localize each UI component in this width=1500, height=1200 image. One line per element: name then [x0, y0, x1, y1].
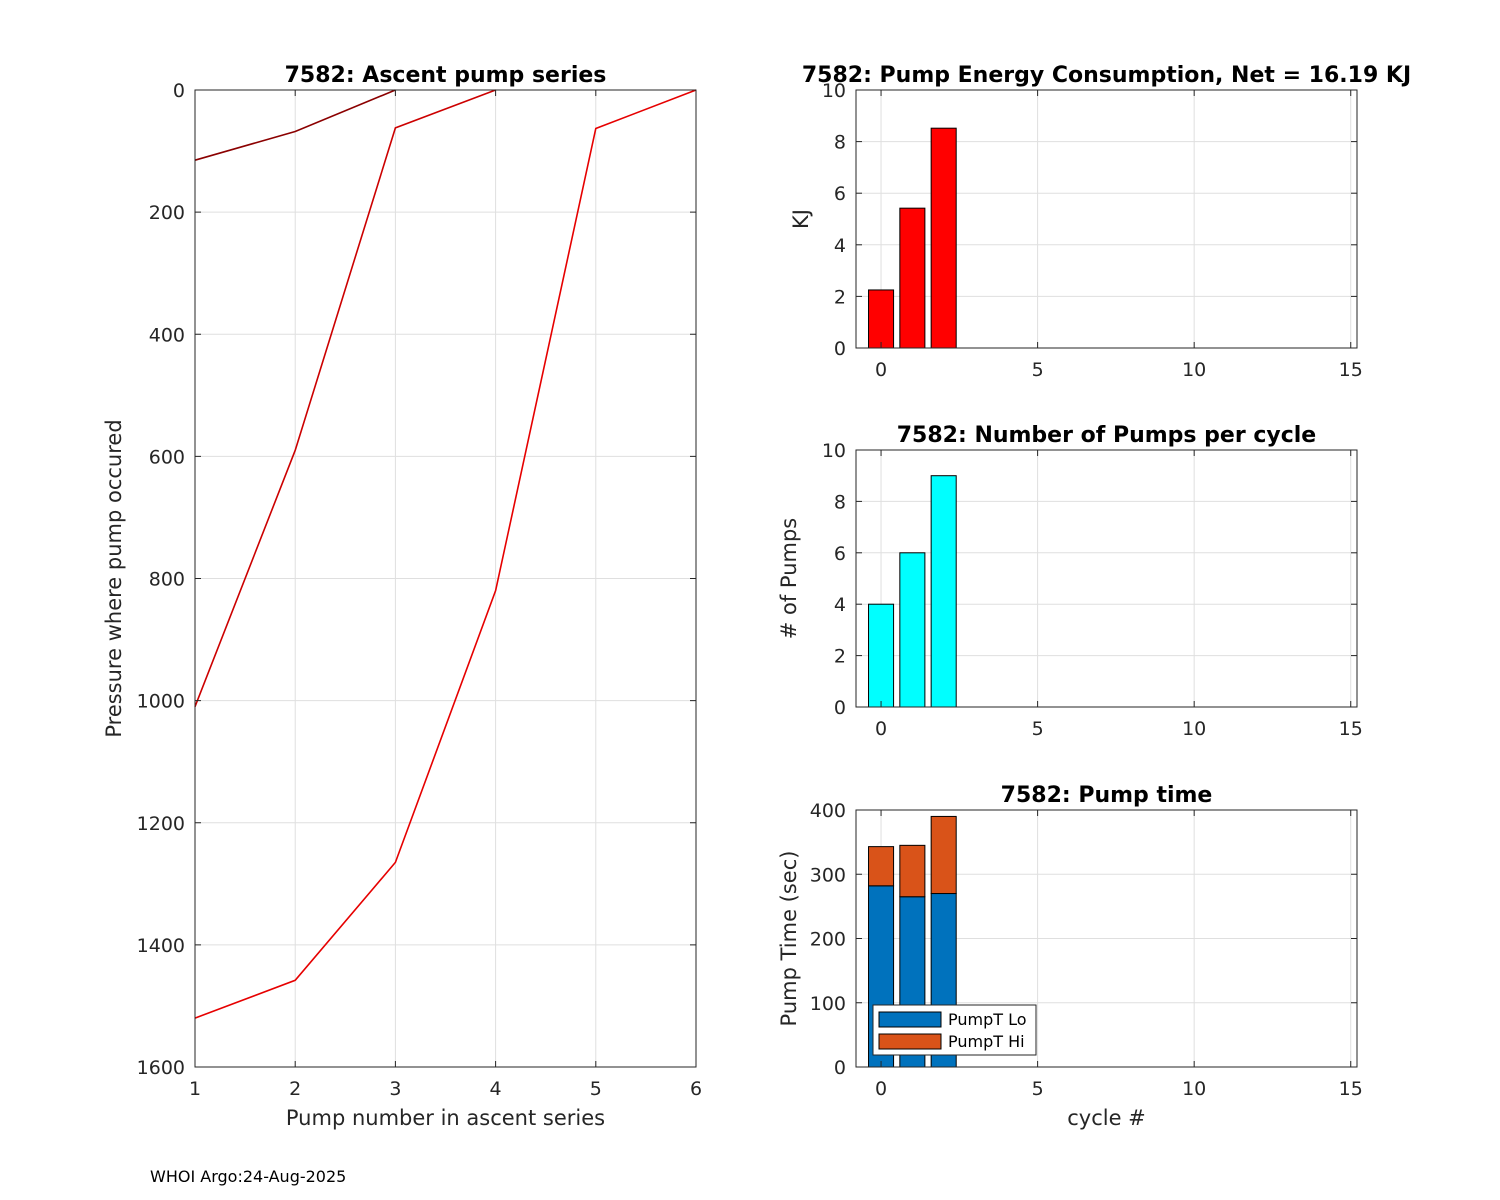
chart-3-title: 7582: Pump time: [1001, 783, 1213, 808]
chart-0-y-tick-label-7: 1400: [137, 935, 185, 957]
chart-3-x-tick-label-2: 10: [1182, 1078, 1206, 1100]
chart-0-y-axis-label: Pressure where pump occured: [102, 419, 126, 737]
chart-3-legend-label-0: PumpT Lo: [948, 1010, 1027, 1029]
chart-0-x-tick-label-5: 6: [690, 1078, 702, 1100]
chart-3-legend-swatch-1: [878, 1033, 942, 1050]
chart-0-x-tick-label-0: 1: [189, 1078, 201, 1100]
chart-0-y-tick-label-3: 600: [149, 446, 185, 468]
chart-0-y-tick-label-1: 200: [149, 202, 185, 224]
chart-3-y-tick-label-0: 0: [834, 1057, 846, 1079]
chart-2-x-tick-label-2: 10: [1182, 718, 1206, 740]
chart-2-x-tick-label-3: 15: [1339, 718, 1363, 740]
chart-3-y-tick-label-4: 400: [810, 800, 846, 822]
chart-1-x-tick-label-3: 15: [1339, 359, 1363, 381]
chart-0-x-tick-label-3: 4: [490, 1078, 502, 1100]
chart-0-x-axis-label: Pump number in ascent series: [286, 1106, 605, 1130]
chart-1-bar-1: [899, 207, 926, 349]
chart-0-title: 7582: Ascent pump series: [285, 63, 607, 88]
chart-1-x-tick-label-2: 10: [1182, 359, 1206, 381]
chart-2-axes-box: [855, 449, 1358, 708]
chart-0-y-tick-label-2: 400: [149, 324, 185, 346]
chart-2-bar-2: [930, 475, 957, 708]
pumps-per-cycle-chart: 0 5 10 15 0 2 4 6 8 10 7582: Number of Pumps per c…: [777, 423, 1363, 740]
chart-1-y-tick-label-1: 2: [834, 286, 846, 308]
ascent-pump-chart: 1 2 3 4 5 6 0 200 400 600 800 1000 1200 1400 1600 7582:…: [102, 63, 702, 1130]
chart-0-series-line-2: [194, 89, 697, 1019]
chart-3-y-tick-label-2: 200: [810, 929, 846, 951]
chart-3-x-axis-label: cycle #: [1067, 1106, 1146, 1130]
chart-0-series-line-1: [194, 89, 496, 707]
chart-2-y-tick-label-1: 2: [834, 646, 846, 668]
chart-3-y-tick-label-3: 300: [810, 864, 846, 886]
chart-1-x-tick-label-0: 0: [875, 359, 887, 381]
chart-2-y-tick-label-2: 4: [834, 594, 846, 616]
chart-3-x-tick-label-1: 5: [1032, 1078, 1044, 1100]
chart-2-x-tick-label-0: 0: [875, 718, 887, 740]
chart-2-x-tick-label-1: 5: [1032, 718, 1044, 740]
chart-2-title: 7582: Number of Pumps per cycle: [897, 423, 1316, 448]
footer-text: WHOI Argo:24-Aug-2025: [150, 1167, 346, 1186]
chart-3-bar-0-1: [868, 846, 895, 887]
chart-1-bar-0: [868, 289, 895, 349]
chart-1-y-tick-label-2: 4: [834, 235, 846, 257]
chart-1-axes-box: [855, 89, 1358, 349]
chart-1-bar-2: [930, 127, 957, 349]
chart-1-title: 7582: Pump Energy Consumption, Net = 16.…: [802, 63, 1411, 88]
chart-1-y-tick-label-0: 0: [834, 338, 846, 360]
chart-1-y-axis-label: KJ: [789, 209, 813, 229]
chart-0-x-tick-label-2: 3: [389, 1078, 401, 1100]
chart-2-y-tick-label-0: 0: [834, 697, 846, 719]
chart-3-bar-2-1: [930, 815, 957, 895]
chart-2-bar-1: [899, 552, 926, 708]
chart-2-y-tick-label-5: 10: [822, 440, 846, 462]
chart-0-y-tick-label-6: 1200: [137, 813, 185, 835]
chart-3-x-tick-label-3: 15: [1339, 1078, 1363, 1100]
chart-2-y-tick-label-3: 6: [834, 543, 846, 565]
chart-3-y-tick-label-1: 100: [810, 993, 846, 1015]
pump-time-chart: 0 5 10 15 0 100 200 300 400 7582: Pump time cycle …: [777, 783, 1363, 1130]
chart-1-y-tick-label-3: 6: [834, 183, 846, 205]
chart-0-y-tick-label-0: 0: [173, 80, 185, 102]
chart-3-y-axis-label: Pump Time (sec): [777, 851, 801, 1027]
chart-0-x-tick-label-4: 5: [590, 1078, 602, 1100]
chart-1-y-tick-label-5: 10: [822, 80, 846, 102]
chart-3-x-tick-label-0: 0: [875, 1078, 887, 1100]
chart-1-x-tick-label-1: 5: [1032, 359, 1044, 381]
chart-2-bar-0: [868, 603, 895, 708]
chart-0-y-tick-label-5: 1000: [137, 691, 185, 713]
chart-3-legend-swatch-0: [878, 1011, 942, 1028]
chart-2-y-tick-label-4: 8: [834, 491, 846, 513]
chart-3-legend-label-1: PumpT Hi: [948, 1032, 1025, 1051]
chart-3-bar-1-1: [899, 844, 926, 898]
chart-0-x-tick-label-1: 2: [289, 1078, 301, 1100]
chart-1-y-tick-label-4: 8: [834, 132, 846, 154]
chart-0-series-line-0: [194, 89, 396, 161]
chart-2-y-axis-label: # of Pumps: [777, 518, 801, 640]
chart-0-y-tick-label-8: 1600: [137, 1057, 185, 1079]
chart-0-y-tick-label-4: 800: [149, 569, 185, 591]
